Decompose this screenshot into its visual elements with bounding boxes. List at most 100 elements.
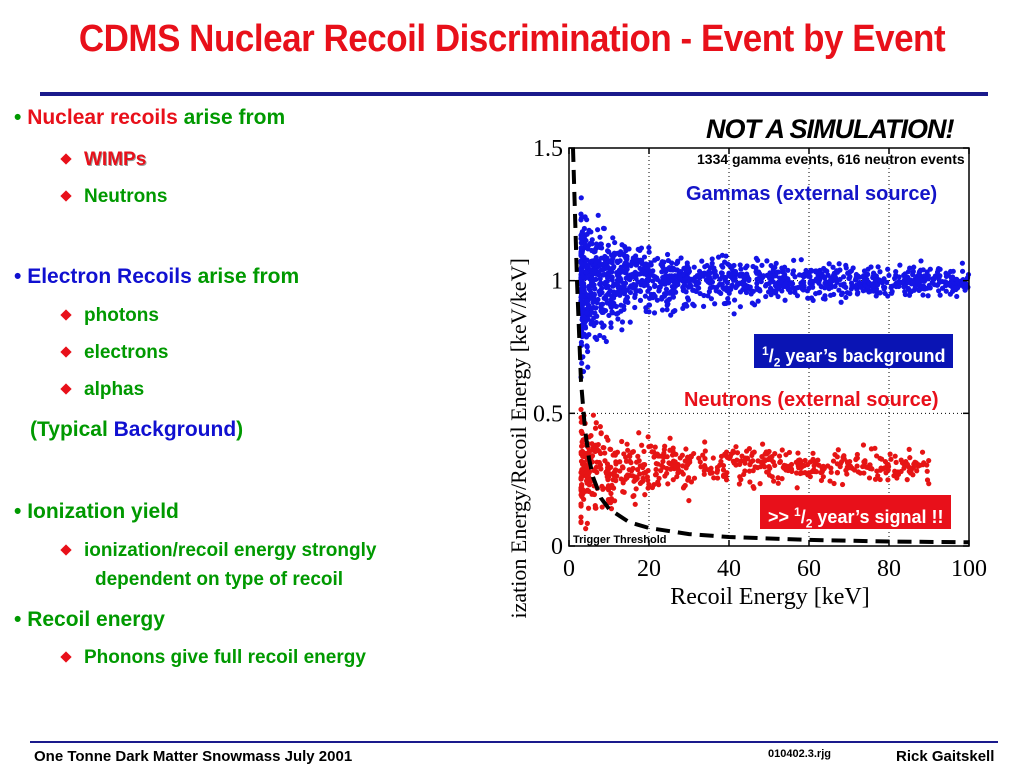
data-point <box>611 472 617 479</box>
photons-label: photons <box>84 305 159 326</box>
data-point <box>796 465 802 471</box>
data-point <box>795 450 801 456</box>
data-point <box>591 292 597 298</box>
data-point <box>742 457 748 464</box>
data-point <box>738 266 744 272</box>
data-point <box>820 463 826 470</box>
data-point <box>892 275 898 281</box>
data-point <box>677 273 683 279</box>
data-point <box>731 449 737 455</box>
data-point <box>578 514 584 520</box>
sub-bullet-phonons: Phonons give full recoil energy <box>60 647 366 669</box>
data-point <box>960 277 966 283</box>
data-point <box>584 217 590 223</box>
data-point <box>602 450 608 456</box>
data-point <box>651 454 657 460</box>
data-point <box>583 334 590 340</box>
data-point <box>691 303 697 309</box>
data-point <box>579 274 586 280</box>
data-point <box>779 277 785 283</box>
data-point <box>633 253 639 259</box>
trigger-threshold-label: Trigger Threshold <box>573 534 667 546</box>
data-point <box>640 478 646 484</box>
data-point <box>612 498 618 504</box>
data-point <box>813 269 819 275</box>
data-point <box>645 288 651 294</box>
data-point <box>669 289 676 295</box>
data-point <box>797 470 803 477</box>
data-point <box>638 270 644 276</box>
data-point <box>597 244 603 251</box>
data-point <box>681 282 687 288</box>
data-point <box>630 271 636 277</box>
data-point <box>801 462 807 469</box>
data-point <box>628 263 634 269</box>
data-point <box>642 271 649 277</box>
data-point <box>771 478 777 484</box>
data-point <box>911 287 917 293</box>
data-point <box>887 451 893 457</box>
data-point <box>738 280 744 286</box>
data-point <box>678 255 684 261</box>
data-point <box>615 283 622 289</box>
data-point <box>802 470 808 476</box>
data-point <box>876 277 882 283</box>
data-point <box>827 292 834 298</box>
data-point <box>707 280 713 286</box>
data-point <box>709 470 715 476</box>
data-point <box>757 288 763 294</box>
data-point <box>937 292 943 298</box>
data-point <box>604 461 611 467</box>
sub-bullet-alphas: alphas <box>60 379 144 401</box>
electrons-label: electrons <box>84 342 169 363</box>
data-point <box>902 271 908 277</box>
data-point <box>766 463 772 470</box>
data-point <box>889 290 895 296</box>
data-point <box>601 334 607 341</box>
data-point <box>594 446 600 453</box>
data-point <box>609 257 615 263</box>
data-point <box>672 308 678 314</box>
data-point <box>910 472 916 478</box>
data-point <box>767 285 774 291</box>
data-point <box>872 476 879 482</box>
data-point <box>585 505 592 511</box>
data-point <box>728 285 734 291</box>
data-point <box>712 268 718 274</box>
data-point <box>911 461 917 467</box>
data-point <box>593 420 599 426</box>
data-point <box>683 446 689 452</box>
data-point <box>672 463 679 469</box>
data-point <box>739 453 745 459</box>
data-point <box>916 287 922 293</box>
data-point <box>828 275 834 281</box>
data-point <box>847 291 853 297</box>
data-point <box>581 254 587 261</box>
data-point <box>927 266 933 272</box>
data-point <box>603 338 609 345</box>
data-point <box>578 429 584 435</box>
data-point <box>723 300 729 306</box>
data-point <box>608 320 614 326</box>
data-point <box>748 291 754 297</box>
data-point <box>759 441 766 447</box>
data-point <box>623 458 630 464</box>
data-point <box>584 343 590 349</box>
data-point <box>615 310 621 316</box>
electron-recoils-rest: arise from <box>191 265 300 288</box>
data-point <box>581 225 587 232</box>
data-point <box>828 469 834 475</box>
data-point <box>591 267 598 274</box>
data-point <box>600 308 606 314</box>
data-point <box>691 264 697 270</box>
data-point <box>847 458 853 465</box>
diamond-bullet-icon <box>60 309 72 321</box>
data-point <box>587 240 593 247</box>
data-point <box>727 273 733 280</box>
data-point <box>959 268 966 274</box>
x-tick-label: 80 <box>877 556 901 582</box>
data-point <box>711 475 717 481</box>
data-point <box>620 489 626 495</box>
background-box: 1/2 year’s background <box>754 334 954 370</box>
data-point <box>619 327 625 333</box>
